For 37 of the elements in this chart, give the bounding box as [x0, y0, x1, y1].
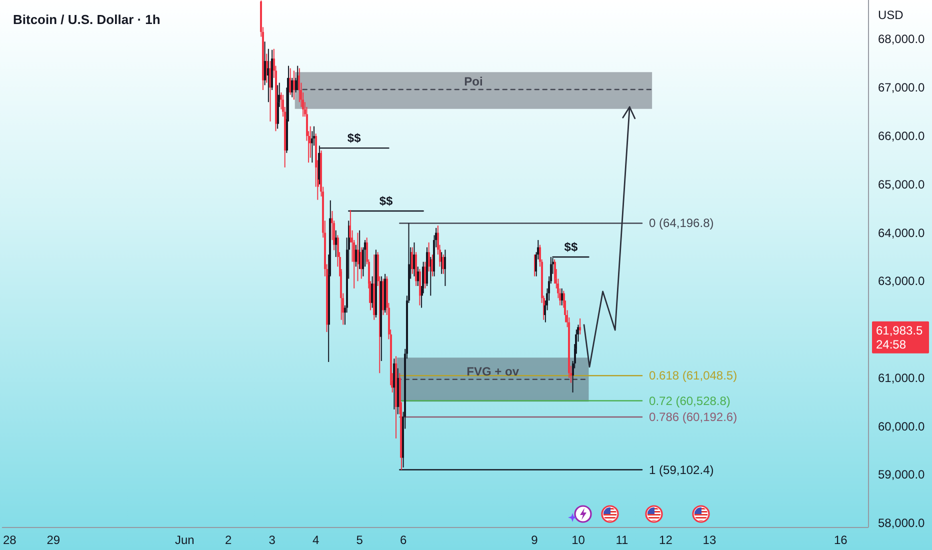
- text: 61,983.5 24:58: [876, 323, 924, 352]
- y-tick-label: 58,000.0: [878, 516, 926, 530]
- x-tick-label: 9: [531, 533, 538, 547]
- series-label: 0.618 (61,048.5): [649, 368, 738, 383]
- y-tick-label: 59,000.0: [878, 468, 926, 482]
- annotation: $$: [347, 131, 362, 146]
- series-label: 0 (64,196.8): [649, 216, 714, 230]
- x-tick-label: 16: [834, 533, 848, 547]
- y-tick-label: 68,000.0: [878, 32, 926, 46]
- y-tick-label: 65,000.0: [878, 177, 926, 192]
- y-tick-label: 63,000.0: [878, 274, 926, 288]
- annotation: $$: [564, 240, 578, 254]
- x-tick-label: 6: [400, 533, 407, 547]
- x-tick-label: 29: [46, 533, 60, 547]
- x-tick-label: 11: [616, 533, 629, 547]
- y-tick-label: 61,000.0: [878, 370, 926, 385]
- x-tick-label: 3: [268, 533, 276, 547]
- x-tick-label: 4: [312, 533, 320, 547]
- annotation: $$: [379, 194, 393, 208]
- x-tick-label: 5: [356, 533, 364, 547]
- text: Bitcoin / U.S. Dollar · 1h: [13, 12, 160, 27]
- x-tick-label: 10: [572, 533, 586, 547]
- series-label: FVG + ov: [466, 364, 520, 378]
- series-label: 0.786 (60,192.6): [649, 410, 738, 424]
- x-tick-label: 13: [702, 533, 716, 547]
- y-tick-label: 67,000.0: [878, 80, 926, 95]
- x-tick-label: 2: [225, 533, 232, 547]
- x-tick-label: Jun: [174, 533, 194, 547]
- x-tick-label: 28: [2, 533, 17, 547]
- y-tick-label: 64,000.0: [878, 226, 926, 240]
- series-label: 1 (59,102.4): [649, 462, 714, 477]
- series-label: Poi: [464, 74, 483, 89]
- y-tick-label: 66,000.0: [878, 128, 926, 143]
- y-axis-title: USD: [878, 8, 904, 22]
- series-label: 0.72 (60,528.8): [649, 394, 730, 408]
- y-tick-label: 60,000.0: [878, 419, 926, 434]
- x-tick-label: 12: [659, 533, 673, 547]
